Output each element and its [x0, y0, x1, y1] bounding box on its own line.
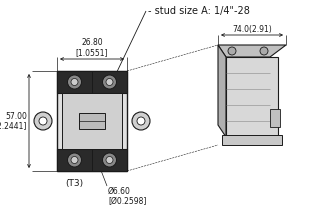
Bar — [226, 57, 278, 137]
Bar — [79, 113, 105, 129]
Polygon shape — [218, 45, 226, 137]
Text: - stud size A: 1/4"-28: - stud size A: 1/4"-28 — [148, 6, 250, 16]
Circle shape — [137, 117, 145, 125]
Circle shape — [260, 47, 268, 55]
Circle shape — [103, 153, 117, 167]
Text: Ø6.60
[Ø0.2598]: Ø6.60 [Ø0.2598] — [108, 187, 146, 206]
Bar — [57, 149, 127, 171]
Circle shape — [39, 117, 47, 125]
Bar — [57, 71, 127, 93]
Circle shape — [103, 75, 117, 89]
Circle shape — [106, 79, 113, 85]
Bar — [57, 71, 127, 171]
Polygon shape — [218, 45, 286, 57]
Text: (T3): (T3) — [65, 179, 84, 188]
Circle shape — [71, 157, 78, 163]
Text: 26.80
[1.0551]: 26.80 [1.0551] — [76, 38, 108, 57]
Bar — [222, 135, 282, 145]
Bar — [270, 109, 280, 127]
Circle shape — [132, 112, 150, 130]
Text: 74.0(2.91): 74.0(2.91) — [232, 25, 272, 34]
Circle shape — [106, 157, 113, 163]
Bar — [62, 93, 122, 149]
Circle shape — [68, 153, 82, 167]
Text: 57.00
[2.2441]: 57.00 [2.2441] — [0, 112, 27, 130]
Circle shape — [228, 47, 236, 55]
Circle shape — [34, 112, 52, 130]
Circle shape — [71, 79, 78, 85]
Circle shape — [68, 75, 82, 89]
